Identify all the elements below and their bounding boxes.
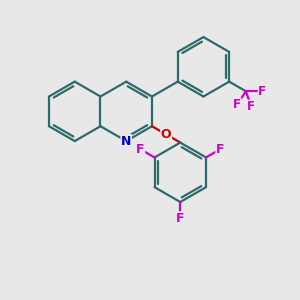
Text: O: O xyxy=(161,128,171,141)
Text: F: F xyxy=(258,85,266,98)
Text: F: F xyxy=(247,100,255,113)
Text: F: F xyxy=(176,212,184,225)
Text: N: N xyxy=(121,135,131,148)
Text: F: F xyxy=(233,98,241,111)
Text: F: F xyxy=(216,143,224,156)
Text: F: F xyxy=(136,143,145,156)
